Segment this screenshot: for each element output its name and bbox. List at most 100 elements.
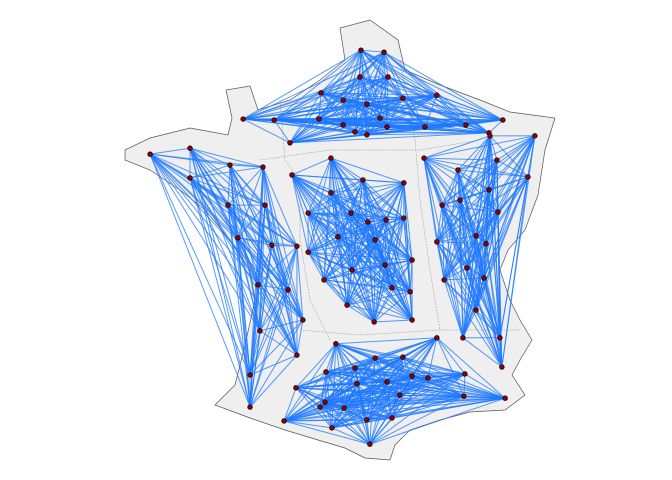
edge bbox=[257, 284, 261, 331]
edge bbox=[343, 407, 371, 445]
edge bbox=[291, 174, 309, 253]
edge bbox=[366, 419, 371, 445]
edge bbox=[499, 337, 503, 368]
edge bbox=[344, 395, 464, 409]
edge bbox=[307, 212, 325, 281]
edge bbox=[229, 164, 263, 168]
edge bbox=[427, 377, 465, 397]
edge bbox=[249, 330, 261, 408]
edge bbox=[337, 182, 405, 238]
edge bbox=[271, 244, 297, 247]
node bbox=[400, 95, 406, 101]
edge bbox=[443, 279, 501, 339]
edge bbox=[351, 269, 411, 293]
node bbox=[483, 241, 489, 247]
edge bbox=[320, 76, 389, 94]
node bbox=[225, 202, 231, 208]
edge bbox=[351, 182, 405, 271]
edge bbox=[227, 204, 273, 246]
node bbox=[323, 369, 329, 375]
edge bbox=[283, 337, 438, 422]
edge bbox=[257, 284, 289, 291]
edge bbox=[360, 50, 388, 128]
node bbox=[389, 415, 395, 421]
edge bbox=[436, 205, 443, 242]
edge bbox=[257, 284, 298, 356]
edge bbox=[462, 235, 477, 338]
edge bbox=[374, 319, 413, 323]
node bbox=[294, 243, 300, 249]
edge bbox=[308, 239, 376, 253]
node bbox=[364, 417, 370, 423]
border bbox=[279, 99, 331, 341]
edge bbox=[319, 406, 393, 419]
edge bbox=[496, 159, 529, 178]
edge bbox=[346, 304, 375, 323]
edge bbox=[466, 176, 529, 269]
edge bbox=[307, 236, 339, 253]
edge bbox=[457, 159, 498, 171]
edge bbox=[427, 373, 465, 379]
edge bbox=[344, 397, 506, 409]
node bbox=[371, 319, 377, 325]
edge bbox=[243, 76, 389, 120]
edge bbox=[466, 235, 477, 269]
edge bbox=[330, 182, 404, 194]
edge bbox=[465, 124, 490, 134]
edge bbox=[441, 135, 491, 206]
node bbox=[384, 124, 390, 130]
edge bbox=[291, 174, 339, 238]
node bbox=[460, 335, 466, 341]
node bbox=[421, 155, 427, 161]
node bbox=[341, 405, 347, 411]
node bbox=[340, 97, 346, 103]
edge bbox=[423, 135, 491, 159]
edge bbox=[229, 164, 259, 285]
edge bbox=[409, 291, 413, 321]
edge bbox=[283, 407, 345, 422]
edge bbox=[307, 251, 375, 323]
edge bbox=[331, 394, 401, 429]
edge bbox=[373, 287, 393, 323]
edge bbox=[323, 236, 339, 281]
edge bbox=[307, 212, 375, 323]
node bbox=[525, 174, 531, 180]
edge bbox=[273, 49, 362, 121]
edge bbox=[344, 407, 393, 419]
edge bbox=[189, 147, 264, 168]
edge bbox=[320, 49, 362, 94]
edge bbox=[359, 76, 437, 96]
edge bbox=[423, 158, 445, 280]
node bbox=[360, 177, 366, 183]
edge bbox=[346, 291, 411, 306]
edge bbox=[369, 373, 466, 445]
edge bbox=[402, 356, 466, 375]
edge bbox=[362, 179, 404, 184]
edge bbox=[466, 267, 477, 311]
node bbox=[365, 219, 371, 225]
edge bbox=[330, 157, 375, 323]
edge bbox=[307, 179, 364, 253]
edge bbox=[366, 126, 388, 136]
edge bbox=[466, 267, 485, 279]
edge bbox=[242, 92, 322, 120]
node bbox=[455, 167, 461, 173]
edge bbox=[350, 182, 405, 214]
edge bbox=[489, 135, 498, 161]
edge bbox=[283, 367, 356, 422]
edge bbox=[342, 76, 389, 126]
edge bbox=[323, 279, 413, 321]
edge bbox=[343, 407, 368, 421]
edge bbox=[423, 157, 497, 161]
edge bbox=[441, 204, 485, 279]
edge bbox=[227, 205, 251, 375]
edge bbox=[501, 176, 529, 368]
edge bbox=[457, 135, 491, 171]
node bbox=[497, 335, 503, 341]
edge bbox=[351, 269, 375, 323]
edge bbox=[330, 158, 348, 306]
edge bbox=[383, 52, 404, 99]
edge bbox=[257, 245, 298, 286]
edge bbox=[459, 200, 477, 311]
node bbox=[187, 175, 193, 181]
